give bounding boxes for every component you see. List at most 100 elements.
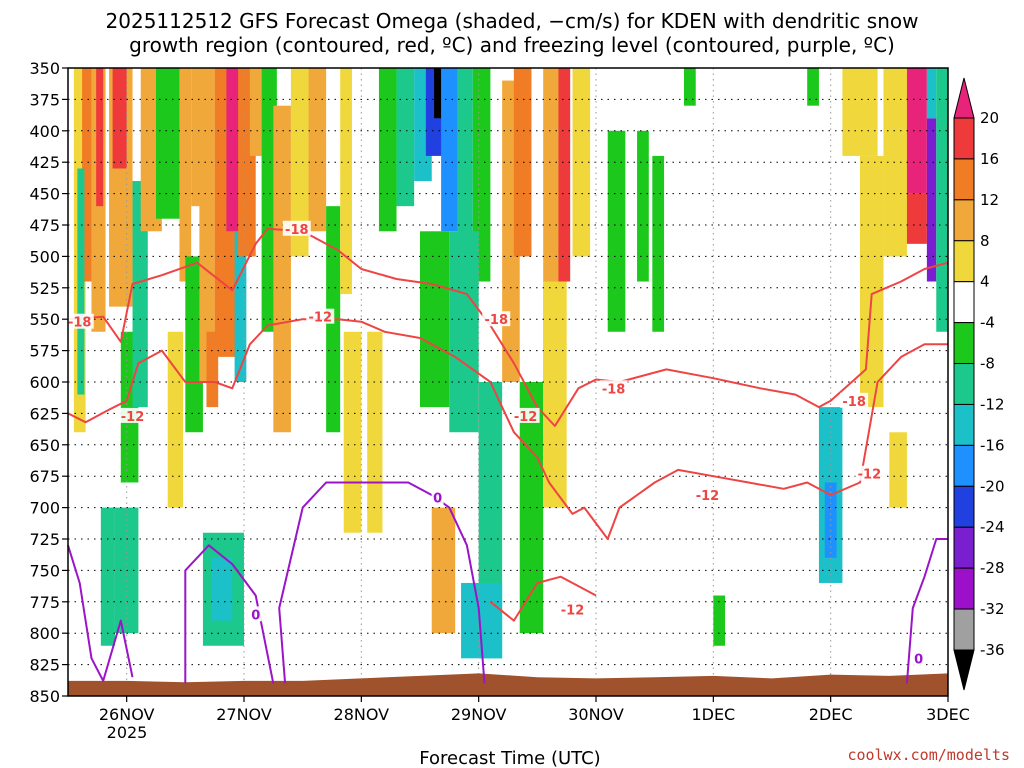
omega-cell [558,68,571,282]
freezing-level-line [905,538,948,684]
contour-label-bg [282,220,311,236]
omega-cell [860,155,884,408]
omega-cell [906,68,927,194]
y-tick-label: 725 [29,530,60,549]
x-tick-label: 27NOV [216,705,272,724]
x-tick-label: 28NOV [334,705,390,724]
omega-cell [713,595,726,646]
omega-cell [684,68,696,106]
credit-text[interactable]: coolwx.com/modelts [847,746,1010,764]
omega-cell [652,155,665,332]
colorbar: 20 16 12 8 4 -4 -8 -12 -16 -20 -24 -28 -32 -36 [953,77,1005,691]
omega-cell [807,68,819,106]
colorbar-label: -12 [980,395,1005,413]
contour-label: -18 [602,382,626,397]
colorbar-bin [953,158,975,201]
y-tick-label: 350 [29,59,60,78]
plot-area: -18 -18 -18 -18 -18 -12 -12 -12 -12 -12 -12 0 0 0 [65,67,949,697]
omega-cell [308,68,327,232]
contour-label-bg [912,650,925,666]
omega-cell [206,331,219,408]
contour-label-bg [482,311,511,327]
colorbar-bottom-arrow [953,649,975,691]
y-tick-label: 575 [29,342,60,361]
contour-label: -18 [842,395,866,410]
colorbar-label: -16 [980,436,1005,454]
omega-cell [273,105,291,433]
y-tick-label: 525 [29,279,60,298]
contour-label-bg [249,606,262,622]
y-tick-label: 375 [29,90,60,109]
contour-label-bg [558,601,587,617]
x-tick-label: 29NOV [451,705,507,724]
omega-cell [343,331,362,533]
omega-cell [513,68,532,257]
chart-title-line1: 2025112512 GFS Forecast Omega (shaded, −… [106,9,919,33]
y-tick-label: 800 [29,624,60,643]
colorbar-bin [953,199,975,242]
y-tick-label: 675 [29,467,60,486]
contour-label-bg [511,407,540,423]
y-tick-label: 450 [29,185,60,204]
colorbar-bin [953,281,975,324]
y-tick-label: 600 [29,373,60,392]
colorbar-bin [953,322,975,365]
y-tick-label: 425 [29,153,60,172]
contour-label-bg [118,407,147,423]
contour-label: 0 [914,652,923,667]
contour-label: -18 [285,223,309,238]
colorbar-bin [953,608,975,651]
y-tick-label: 400 [29,122,60,141]
chart-title-line2: growth region (contoured, red, ºC) and f… [129,33,895,57]
omega-cell [112,68,127,169]
omega-cell [261,68,277,332]
y-tick-label: 850 [29,687,60,706]
y-tick-label: 700 [29,499,60,518]
omega-cell [842,68,878,156]
x-tick-label: 1DEC [691,705,735,724]
contour-label: 0 [251,608,260,623]
y-tick-label: 500 [29,247,60,266]
omega-cell [82,68,92,282]
contour-label: -18 [485,313,509,328]
omega-cell [77,168,85,395]
y-tick-label: 550 [29,310,60,329]
omega-cell [199,68,215,382]
colorbar-bin [953,403,975,446]
dgz-contour-line [489,575,597,622]
contour-label-bg [599,380,628,396]
omega-cell [367,331,383,533]
y-axis: 350 375 400 425 450 475 500 525 550 575 600 625 650 6… [29,59,68,706]
colorbar-top-arrow [953,77,975,119]
freezing-level-line [278,481,486,684]
contour-label: -12 [561,603,585,618]
omega-cell [96,68,104,207]
x-axis: 26NOV 27NOV 28NOV 29NOV 30NOV 1DEC 2DEC 3DEC [99,696,970,724]
omega-cell [472,68,491,282]
colorbar-bin [953,526,975,569]
contour-label: -12 [858,468,882,483]
contour-label: -12 [121,410,145,425]
colorbar-label: -20 [980,477,1005,495]
colorbar-label: -8 [980,355,995,373]
omega-cell [234,231,247,382]
x-tick-label: 26NOV [99,705,155,724]
contour-label: -12 [514,410,538,425]
colorbar-bin [953,117,975,160]
omega-cell [179,68,192,282]
y-tick-label: 475 [29,216,60,235]
contour-label: -12 [696,489,720,504]
omega-cell [926,118,937,282]
omega-cell [290,68,309,257]
contour-label-bg [693,487,722,503]
contour-label-bg [840,392,869,408]
omega-cell [543,281,567,508]
contour-label: -12 [309,311,333,326]
y-tick-label: 825 [29,656,60,675]
omega-cell [883,68,907,257]
colorbar-label: -24 [980,518,1005,536]
omega-cell [156,68,180,219]
terrain-fill [68,673,948,696]
omega-cell [926,68,937,119]
